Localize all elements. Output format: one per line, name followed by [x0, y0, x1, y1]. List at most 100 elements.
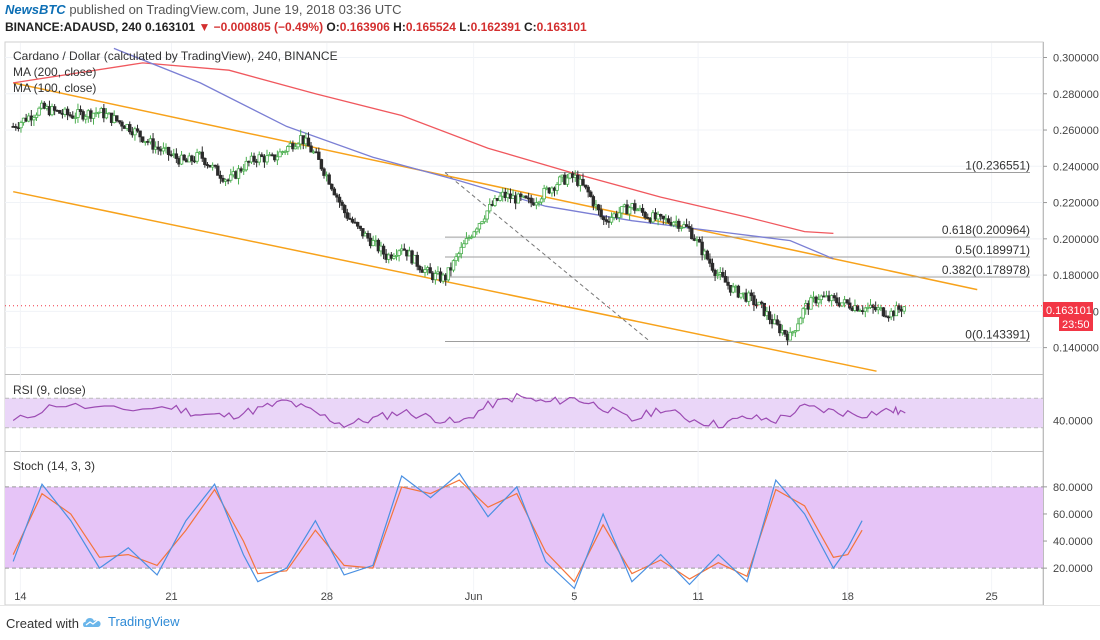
candle-body	[446, 267, 451, 281]
ma200-legend: MA (200, close)	[13, 65, 96, 79]
candle-body	[537, 201, 541, 204]
close-label: C:	[523, 20, 537, 34]
rsi-legend: RSI (9, close)	[13, 383, 86, 397]
candle-body	[459, 246, 463, 255]
candle-body	[791, 331, 795, 334]
candle-body	[519, 193, 523, 198]
candle-body	[599, 209, 603, 218]
x-tick-label: 18	[842, 591, 854, 603]
rsi-y-tick-label: 40.0000	[1053, 415, 1093, 427]
candle-body	[381, 245, 386, 255]
candle-body	[894, 305, 899, 317]
candle-body	[340, 201, 344, 206]
candle-body	[488, 203, 492, 212]
candle-body	[371, 240, 375, 247]
candle-body	[242, 169, 246, 172]
candle-body	[166, 146, 171, 156]
candle-body	[604, 219, 609, 222]
channel-upper-line	[13, 82, 978, 291]
stoch-d-line	[12, 479, 863, 583]
candle-body	[485, 210, 489, 220]
candle-body	[415, 254, 419, 267]
candle-body	[767, 311, 772, 320]
candle-body	[454, 256, 458, 262]
candle-body	[218, 174, 223, 179]
candle-body	[793, 330, 798, 333]
candle-body	[666, 218, 671, 223]
candle-body	[195, 152, 199, 162]
y-tick-label: 0.240000	[1053, 161, 1099, 173]
x-tick-label: 28	[321, 591, 333, 603]
candle-body	[819, 295, 823, 301]
candle-body	[700, 241, 704, 256]
candle-body	[671, 221, 676, 226]
candle-body	[58, 110, 62, 114]
fib-level-label: 0.5(0.189971)	[955, 243, 1030, 257]
stoch-y-tick-label: 60.0000	[1053, 509, 1093, 521]
candle-body	[332, 188, 337, 196]
candle-body	[902, 306, 906, 312]
candle-body	[229, 174, 233, 181]
candle-body	[161, 147, 166, 152]
candle-body	[747, 292, 751, 302]
tradingview-link[interactable]: TradingView	[82, 614, 180, 630]
candle-body	[635, 209, 640, 212]
candle-body	[257, 154, 261, 163]
candle-body	[705, 250, 710, 260]
candle-body	[775, 319, 779, 325]
candle-body	[78, 109, 83, 113]
candle-body	[798, 317, 803, 325]
candle-body	[721, 271, 725, 277]
candle-body	[76, 109, 80, 118]
x-tick-label: 25	[986, 591, 998, 603]
low-label: L:	[459, 20, 471, 34]
candle-body	[713, 269, 717, 276]
published-text: published on TradingView.com, June 19, 2…	[69, 2, 402, 17]
candle-body	[617, 212, 621, 218]
candle-body	[866, 307, 870, 309]
chart-svg[interactable]: 1(0.236551) 0.618(0.200964) 0.5(0.189971) 0…	[0, 40, 1100, 605]
y-tick-label: 0.260000	[1053, 125, 1099, 137]
candle-body	[283, 150, 287, 153]
candle-body	[557, 176, 562, 185]
candle-body	[252, 155, 256, 162]
candle-body	[542, 188, 546, 200]
candle-body	[37, 107, 41, 116]
candle-body	[73, 117, 78, 119]
candle-body	[524, 195, 528, 199]
y-tick-label: 0.300000	[1053, 53, 1099, 65]
candle-body	[498, 195, 502, 201]
candle-body	[102, 108, 106, 119]
candle-body	[687, 225, 691, 229]
candle-body	[677, 220, 681, 229]
rsi-band	[5, 398, 1043, 428]
candle-body	[583, 184, 588, 188]
candle-body	[42, 102, 46, 109]
x-tick-label: 11	[692, 591, 703, 603]
candle-body	[863, 307, 868, 312]
y-tick-label: 0.220000	[1053, 198, 1099, 210]
candle-body	[640, 207, 645, 213]
candle-body	[117, 120, 122, 123]
tradingview-logo-text: TradingView	[108, 614, 180, 629]
candle-body	[539, 198, 544, 203]
candle-body	[291, 143, 295, 150]
candle-body	[752, 295, 756, 306]
candle-body	[788, 331, 792, 341]
candle-body	[260, 154, 264, 157]
candle-body	[392, 256, 396, 259]
candle-body	[832, 295, 836, 299]
candle-body	[418, 265, 422, 271]
fib-trend-line	[444, 172, 651, 342]
candle-body	[871, 304, 875, 308]
open-value: 0.163906	[339, 20, 390, 34]
candle-body	[319, 159, 324, 170]
candle-body	[809, 297, 813, 310]
candle-body	[723, 275, 728, 283]
candle-body	[278, 151, 282, 158]
change-value: ▼ −0.000805 (−0.49%)	[198, 20, 324, 34]
candle-body	[265, 155, 269, 163]
candle-body	[565, 177, 570, 185]
candle-body	[327, 174, 331, 185]
open-label: O:	[326, 20, 340, 34]
